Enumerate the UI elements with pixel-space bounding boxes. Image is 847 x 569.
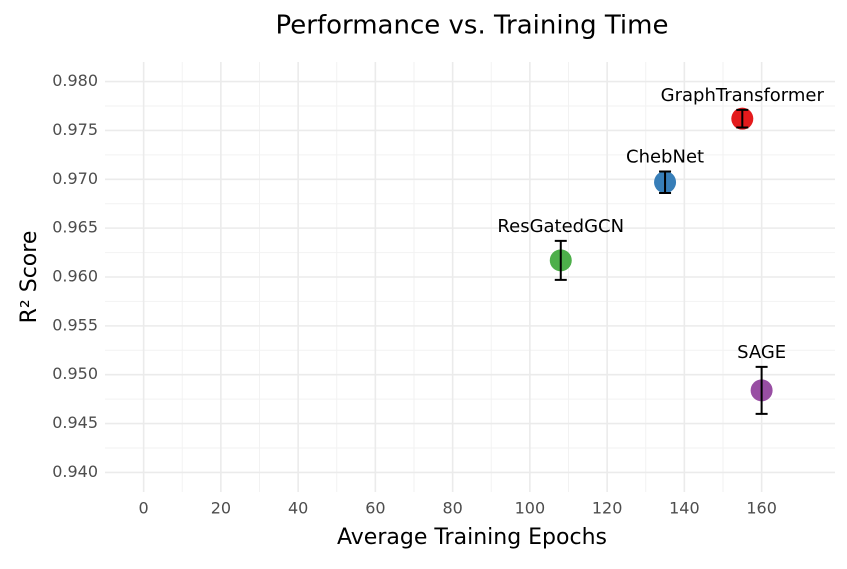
x-tick-label: 100 [515, 499, 546, 518]
point-label: GraphTransformer [661, 85, 825, 106]
y-tick-label: 0.975 [52, 120, 98, 139]
y-tick-label: 0.970 [52, 169, 98, 188]
x-tick-label: 140 [669, 499, 700, 518]
x-axis-title: Average Training Epochs [337, 525, 607, 550]
y-tick-label: 0.980 [52, 71, 98, 90]
y-tick-label: 0.940 [52, 462, 98, 481]
error-bar [554, 239, 567, 281]
y-tick-label: 0.945 [52, 413, 98, 432]
point-label: SAGE [737, 342, 786, 363]
y-tick-label: 0.960 [52, 267, 98, 286]
x-tick-label: 80 [442, 499, 462, 518]
y-tick-label: 0.955 [52, 315, 98, 334]
chart-title: Performance vs. Training Time [276, 11, 669, 41]
y-tick-label: 0.950 [52, 364, 98, 383]
x-tick-label: 120 [592, 499, 623, 518]
error-bar [736, 108, 749, 129]
x-tick-label: 20 [211, 499, 231, 518]
error-bar [659, 170, 672, 194]
x-tick-label: 60 [365, 499, 385, 518]
point-label: ResGatedGCN [497, 216, 624, 237]
point-label: ChebNet [626, 146, 704, 167]
x-tick-label: 160 [746, 499, 777, 518]
error-bar [755, 365, 768, 415]
x-tick-label: 40 [288, 499, 308, 518]
y-tick-label: 0.965 [52, 218, 98, 237]
x-tick-label: 0 [139, 499, 149, 518]
y-axis-title: R² Score [17, 231, 42, 324]
